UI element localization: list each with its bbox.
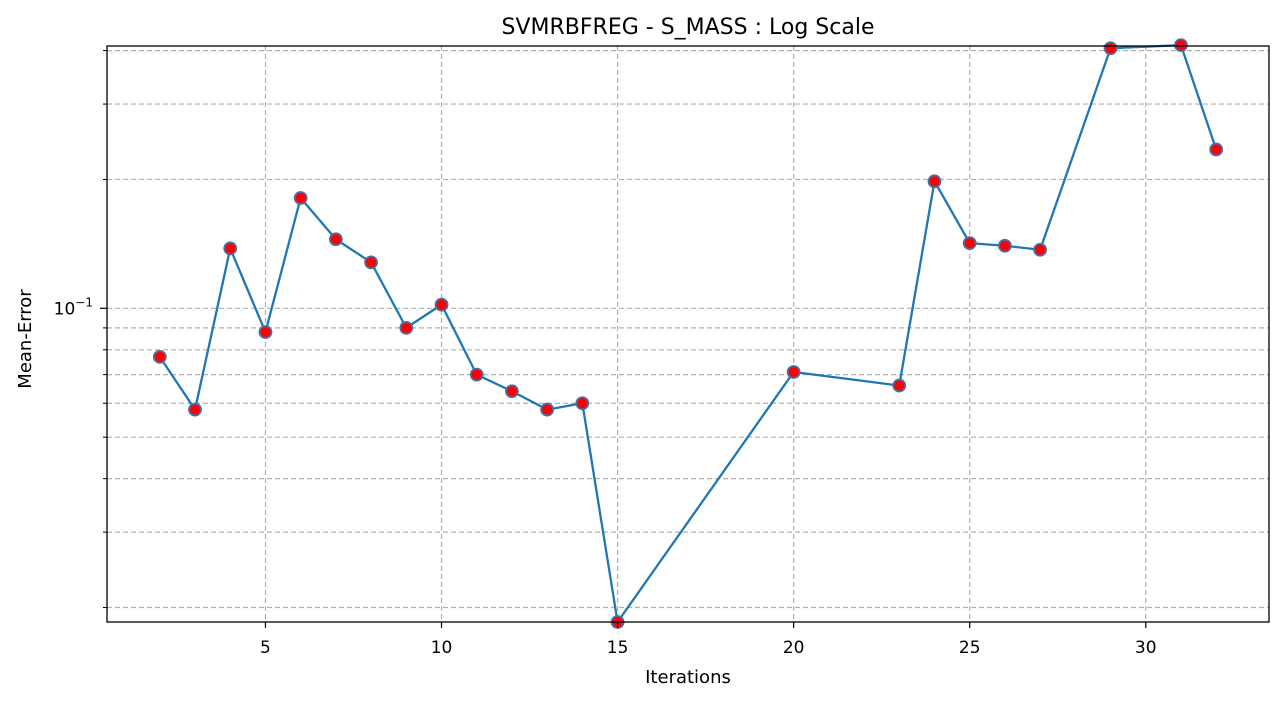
data-point xyxy=(998,238,1012,253)
data-point xyxy=(786,365,801,379)
x-tick-label: 30 xyxy=(1135,638,1157,658)
data-point xyxy=(505,384,519,399)
data-point xyxy=(469,367,484,382)
x-tick-label: 10 xyxy=(431,638,453,658)
data-point xyxy=(1209,142,1224,157)
y-axis-label: Mean-Error xyxy=(15,289,36,389)
data-point xyxy=(223,241,238,256)
data-point xyxy=(258,325,273,339)
data-point xyxy=(927,174,942,189)
ticks-layer: 5 10 15 20 25 30 10−1 xyxy=(54,50,1157,658)
data-point xyxy=(892,378,907,393)
series-line xyxy=(158,43,1218,624)
data-point xyxy=(364,255,378,270)
data-point xyxy=(188,402,202,417)
chart-title: SVMRBFREG - S_MASS : Log Scale xyxy=(502,15,875,40)
data-point xyxy=(1103,41,1118,56)
x-tick-label: 5 xyxy=(260,638,271,658)
x-tick-label: 25 xyxy=(959,638,981,658)
y-tick-label: 10−1 xyxy=(54,295,93,319)
data-point xyxy=(399,320,414,335)
data-point xyxy=(293,191,308,205)
plot-frame xyxy=(106,45,1270,623)
data-point xyxy=(540,402,555,417)
data-point xyxy=(1174,38,1188,52)
data-point xyxy=(328,232,343,247)
data-point xyxy=(434,297,449,312)
data-point xyxy=(152,349,167,364)
series-layer xyxy=(152,38,1224,629)
x-tick-label: 20 xyxy=(783,638,805,658)
data-point xyxy=(1033,242,1048,257)
x-axis-label: Iterations xyxy=(645,667,731,688)
grid-layer xyxy=(107,46,1269,622)
data-point xyxy=(962,236,977,251)
data-point xyxy=(575,396,590,411)
x-tick-label: 15 xyxy=(607,638,629,658)
